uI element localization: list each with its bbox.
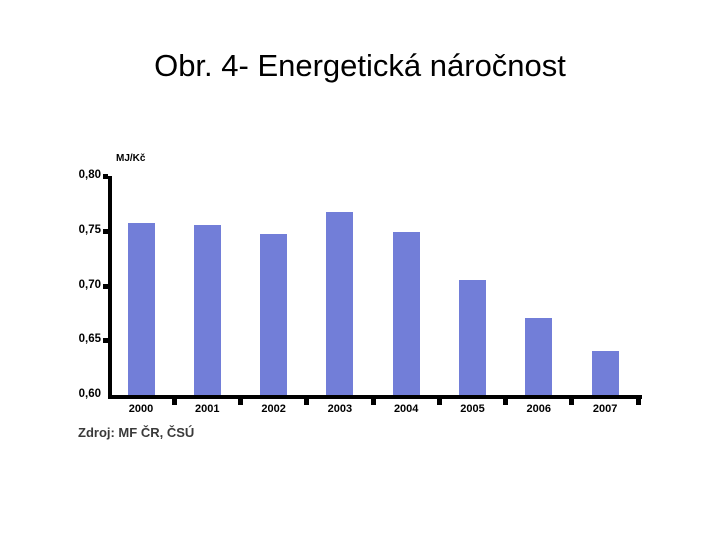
y-axis-line: [108, 176, 112, 399]
bar-2003: [326, 212, 354, 395]
bar-2006: [525, 318, 553, 395]
x-tick-mark: [304, 399, 310, 405]
y-axis-unit-label: MJ/Kč: [116, 153, 146, 164]
x-tick-mark: [436, 399, 442, 405]
bar-2004: [392, 231, 420, 395]
x-tick-label: 2001: [195, 403, 220, 415]
x-tick-label: 2007: [592, 403, 618, 415]
x-tick-label: 2000: [128, 403, 154, 415]
y-tick-label: 0,70: [78, 278, 101, 291]
y-tick-label: 0,75: [78, 223, 101, 236]
bar-2005: [459, 280, 486, 395]
x-tick-label: 2003: [327, 403, 353, 415]
y-tick-mark: [103, 228, 108, 234]
bar-2000: [127, 223, 155, 395]
x-tick-label: 2006: [526, 403, 552, 415]
x-tick-label: 2005: [460, 403, 485, 415]
x-tick-mark: [635, 399, 641, 405]
y-tick-label: 0,60: [78, 388, 101, 400]
y-tick-mark: [103, 174, 108, 179]
x-tick-label: 2004: [393, 403, 419, 415]
x-tick-mark: [569, 399, 575, 405]
bar-2007: [591, 351, 619, 395]
x-tick-mark: [503, 399, 509, 405]
x-tick-mark: [370, 399, 376, 405]
y-tick-label: 0,65: [78, 333, 101, 346]
bar-2001: [193, 225, 221, 395]
page-title: Obr. 4- Energetická náročnost: [154, 48, 566, 83]
chart-source-note: Zdroj: MF ČR, ČSÚ: [78, 425, 195, 440]
x-tick-mark: [171, 399, 177, 405]
x-tick-mark: [237, 399, 243, 405]
x-axis-line: [108, 395, 642, 399]
y-tick-label: 0,80: [78, 169, 101, 181]
y-tick-mark: [103, 338, 108, 344]
bar-2002: [260, 234, 288, 395]
y-tick-mark: [103, 283, 108, 289]
x-tick-label: 2002: [261, 403, 286, 415]
